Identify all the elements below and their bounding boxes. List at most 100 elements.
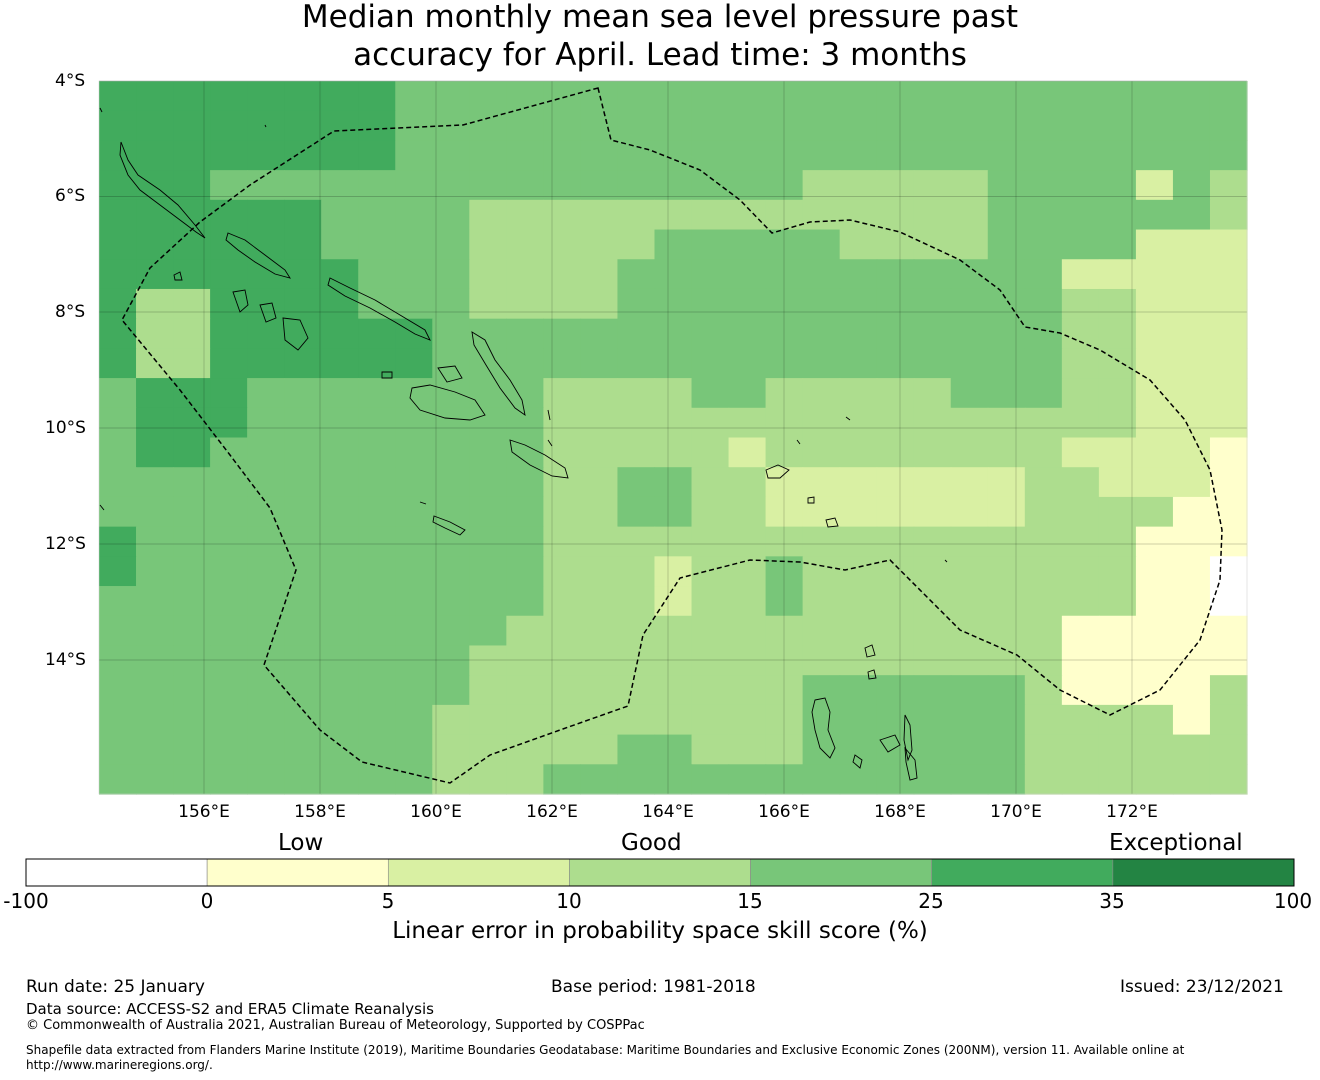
grid-cell — [654, 526, 693, 557]
grid-cell — [802, 81, 841, 112]
grid-cell — [321, 615, 359, 647]
grid-cell — [284, 259, 322, 290]
grid-cell — [876, 199, 915, 231]
grid-cell — [691, 318, 730, 349]
grid-cell — [1024, 526, 1063, 557]
grid-cell — [1135, 734, 1174, 765]
grid-cell — [395, 526, 433, 557]
grid-cell — [358, 615, 396, 647]
choiseul-island — [225, 232, 291, 279]
grid-cell — [913, 496, 952, 528]
grid-cell — [506, 734, 544, 765]
grid-cell — [950, 496, 989, 528]
grid-cell — [765, 437, 804, 468]
grid-cell — [432, 764, 470, 795]
grid-cell — [358, 140, 396, 171]
grid-cell — [210, 407, 248, 439]
grid-cell — [469, 526, 507, 557]
grid-cell — [1024, 199, 1063, 231]
grid-cell — [654, 288, 693, 320]
grid-cell — [136, 645, 174, 676]
grid-cell — [321, 496, 359, 528]
grid-cell — [1172, 734, 1211, 765]
grid-cell — [99, 229, 137, 260]
grid-cell — [210, 378, 248, 409]
grid-cell — [1061, 615, 1100, 647]
grid-cell — [950, 170, 989, 201]
grid-cell — [617, 496, 656, 528]
grid-cell — [136, 229, 174, 260]
grid-cell — [580, 407, 619, 439]
grid-cell — [913, 467, 952, 498]
grid-cell — [802, 199, 841, 231]
grid-cell — [950, 199, 989, 231]
grid-cell — [987, 704, 1026, 736]
issued-date: Issued: 23/12/2021 — [1120, 977, 1284, 997]
grid-cell — [617, 734, 656, 765]
grid-cell — [728, 110, 767, 142]
grid-cell — [1098, 229, 1137, 260]
grid-cell — [839, 764, 878, 795]
grid-cell — [136, 467, 174, 498]
grid-cell — [1209, 259, 1248, 290]
grid-cell — [210, 229, 248, 260]
lon-label: 170°E — [990, 802, 1042, 822]
grid-cell — [136, 348, 174, 379]
grid-cell — [469, 675, 507, 706]
grid-cell — [395, 645, 433, 676]
grid-cell — [913, 526, 952, 557]
grid-cell — [173, 645, 211, 676]
grid-cell — [432, 378, 470, 409]
grid-cell — [1172, 318, 1211, 349]
grid-cell — [839, 675, 878, 706]
run-date: Run date: 25 January — [26, 977, 205, 997]
grid-cell — [321, 407, 359, 439]
grid-cell — [654, 407, 693, 439]
grid-cell — [950, 288, 989, 320]
grid-cell — [136, 734, 174, 765]
grid-cell — [1098, 615, 1137, 647]
grid-cell — [136, 556, 174, 587]
grid-cell — [765, 259, 804, 290]
grid-cell — [839, 288, 878, 320]
grid-cell — [654, 467, 693, 498]
grid-cell — [395, 110, 433, 142]
eez-boundary — [121, 87, 1223, 784]
grid-cell — [358, 675, 396, 706]
colorbar-frame — [25, 858, 1295, 887]
grid-cell — [1098, 645, 1137, 676]
grid-cell — [839, 110, 878, 142]
grid-cell — [1024, 259, 1063, 290]
grid-cell — [210, 288, 248, 320]
grid-cell — [136, 437, 174, 468]
grid-cell — [580, 199, 619, 231]
grid-cell — [173, 526, 211, 557]
title-line-1: Median monthly mean sea level pressure p… — [301, 0, 1019, 35]
grid-cell — [802, 645, 841, 676]
grid-cell — [580, 81, 619, 112]
grid-cell — [543, 140, 582, 171]
grid-cell — [247, 259, 285, 290]
grid-cell — [728, 140, 767, 171]
grid-cell — [284, 526, 322, 557]
grid-cell — [728, 704, 767, 736]
grid-cell — [580, 734, 619, 765]
grid-cell — [469, 259, 507, 290]
grid-cell — [432, 734, 470, 765]
grid-cell — [321, 556, 359, 587]
grid-cell — [876, 675, 915, 706]
grid-cell — [1061, 81, 1100, 112]
grid-cell — [876, 110, 915, 142]
grid-cell — [469, 704, 507, 736]
grid-cell — [617, 348, 656, 379]
grid-cell — [1098, 407, 1137, 439]
grid-cell — [950, 318, 989, 349]
grid-cell — [136, 586, 174, 617]
grid-cell — [580, 229, 619, 260]
grid-cell — [358, 467, 396, 498]
grid-cell — [321, 81, 359, 112]
grid-cell — [580, 170, 619, 201]
grid-cell — [469, 229, 507, 260]
grid-cell — [1135, 704, 1174, 736]
grid-cell — [1135, 110, 1174, 142]
